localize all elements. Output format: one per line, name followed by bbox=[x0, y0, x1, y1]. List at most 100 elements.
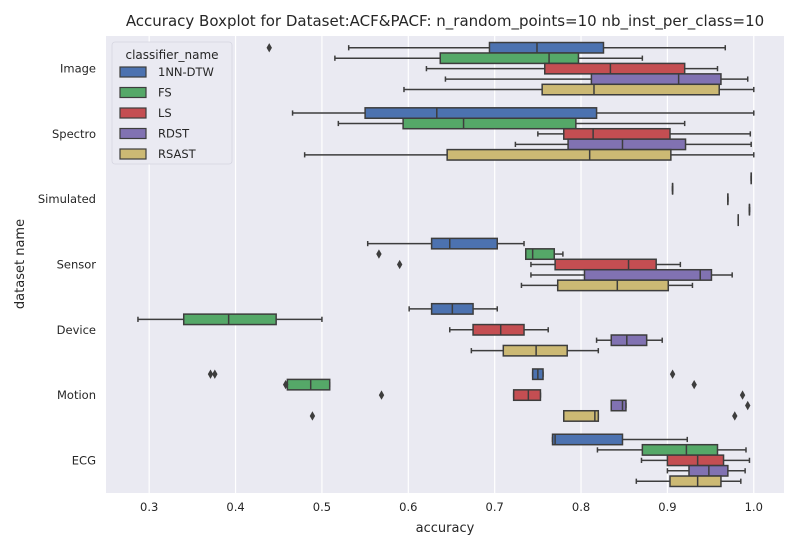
box-sensor bbox=[396, 258, 682, 271]
legend-swatch bbox=[119, 66, 147, 78]
iqr-box bbox=[551, 433, 624, 446]
outlier-point bbox=[282, 379, 289, 390]
iqr-box bbox=[666, 454, 725, 467]
legend-entry: 1NN-DTW bbox=[119, 65, 214, 79]
box-device bbox=[137, 313, 323, 326]
box-ecg bbox=[635, 475, 742, 488]
outlier-point bbox=[669, 369, 676, 379]
legend-label: RDST bbox=[158, 127, 190, 141]
legend-entry: FS bbox=[119, 86, 172, 100]
iqr-box bbox=[556, 279, 670, 292]
y-tick-labels: Image Spectro Simulated Sensor Device Motion E… bbox=[38, 62, 96, 468]
legend-entries: 1NN-DTW FS LS RDST RSAST bbox=[119, 65, 214, 161]
y-axis-label: dataset name bbox=[13, 219, 28, 309]
legend-label: LS bbox=[158, 106, 172, 120]
x-tick-label: 0.7 bbox=[486, 500, 504, 514]
x-tick-label: 0.5 bbox=[313, 500, 331, 514]
box-motion bbox=[378, 389, 746, 402]
outlier-point bbox=[207, 369, 214, 379]
box-ecg bbox=[551, 433, 689, 446]
iqr-box bbox=[502, 344, 568, 357]
x-tick-label: 0.4 bbox=[226, 500, 244, 514]
outlier-point bbox=[745, 400, 751, 411]
iqr-box bbox=[488, 41, 605, 54]
outlier-point bbox=[309, 411, 316, 421]
y-tick-label: Image bbox=[60, 62, 96, 76]
y-tick-label: Sensor bbox=[57, 258, 97, 272]
x-tick-labels: 0.3 0.4 0.5 0.6 0.7 0.8 0.9 1.0 bbox=[140, 500, 763, 514]
box-sensor bbox=[520, 279, 694, 292]
y-tick-label: Device bbox=[57, 323, 96, 337]
box-groups bbox=[137, 41, 755, 488]
legend-swatch bbox=[119, 127, 147, 140]
iqr-box bbox=[525, 248, 556, 261]
y-tick-label: Motion bbox=[57, 388, 96, 402]
series-1nn-dtw bbox=[207, 41, 755, 446]
box-device bbox=[470, 344, 600, 357]
legend-swatch bbox=[119, 86, 147, 99]
x-tick-label: 0.8 bbox=[572, 500, 590, 514]
series-rsast bbox=[303, 83, 755, 488]
iqr-box bbox=[563, 127, 671, 140]
legend-swatch bbox=[119, 107, 147, 119]
iqr-box bbox=[286, 378, 331, 391]
box-device bbox=[408, 302, 499, 315]
iqr-box bbox=[567, 138, 687, 151]
box-ecg bbox=[666, 464, 746, 477]
x-tick-label: 0.3 bbox=[140, 500, 158, 514]
series-rdst bbox=[444, 73, 752, 477]
outlier-point bbox=[378, 390, 385, 400]
outlier-point bbox=[266, 43, 272, 53]
box-spectro bbox=[337, 117, 686, 130]
box-sensor bbox=[376, 248, 564, 261]
box-device bbox=[595, 334, 663, 347]
iqr-box bbox=[641, 443, 719, 456]
x-tick-label: 0.9 bbox=[658, 500, 676, 514]
box-motion bbox=[610, 399, 751, 412]
iqr-box bbox=[541, 83, 720, 96]
iqr-box bbox=[610, 399, 627, 412]
y-tick-label: ECG bbox=[72, 453, 96, 467]
iqr-box bbox=[364, 107, 598, 120]
iqr-box bbox=[554, 258, 657, 271]
box-image bbox=[334, 52, 644, 65]
x-tick-label: 0.6 bbox=[399, 500, 417, 514]
legend-label: 1NN-DTW bbox=[158, 65, 214, 79]
box-motion bbox=[207, 368, 676, 381]
box-device bbox=[449, 323, 549, 336]
iqr-box bbox=[182, 313, 277, 326]
box-motion bbox=[282, 378, 697, 391]
iqr-box bbox=[590, 73, 722, 86]
iqr-box bbox=[669, 475, 722, 488]
iqr-box bbox=[544, 62, 686, 75]
legend-entry: LS bbox=[119, 106, 172, 120]
legend-label: FS bbox=[158, 86, 172, 100]
iqr-box bbox=[563, 409, 600, 422]
iqr-box bbox=[430, 237, 499, 250]
box-motion bbox=[309, 409, 738, 422]
y-tick-label: Spectro bbox=[52, 127, 96, 141]
outlier-point bbox=[212, 369, 218, 379]
legend-entry: RSAST bbox=[119, 147, 197, 161]
iqr-box bbox=[472, 323, 525, 336]
legend: classifier_name 1NN-DTW FS LS RDST RSAST bbox=[111, 41, 233, 165]
outlier-point bbox=[691, 379, 697, 390]
iqr-box bbox=[512, 389, 542, 402]
legend-entry: RDST bbox=[119, 127, 190, 141]
outlier-point bbox=[376, 249, 382, 259]
legend-title: classifier_name bbox=[125, 48, 218, 62]
iqr-box bbox=[583, 268, 713, 281]
chart-title: Accuracy Boxplot for Dataset:ACF&PACF: n… bbox=[126, 12, 764, 31]
y-tick-label: Simulated bbox=[38, 192, 96, 206]
x-axis-label: accuracy bbox=[416, 521, 475, 536]
x-tick-label: 1.0 bbox=[745, 500, 763, 514]
outlier-point bbox=[396, 259, 403, 270]
legend-label: RSAST bbox=[158, 147, 197, 161]
outlier-point bbox=[732, 411, 738, 421]
series-fs bbox=[137, 52, 747, 456]
legend-swatch bbox=[119, 148, 147, 160]
iqr-box bbox=[446, 148, 672, 161]
iqr-box bbox=[402, 117, 577, 130]
box-sensor bbox=[366, 237, 525, 250]
